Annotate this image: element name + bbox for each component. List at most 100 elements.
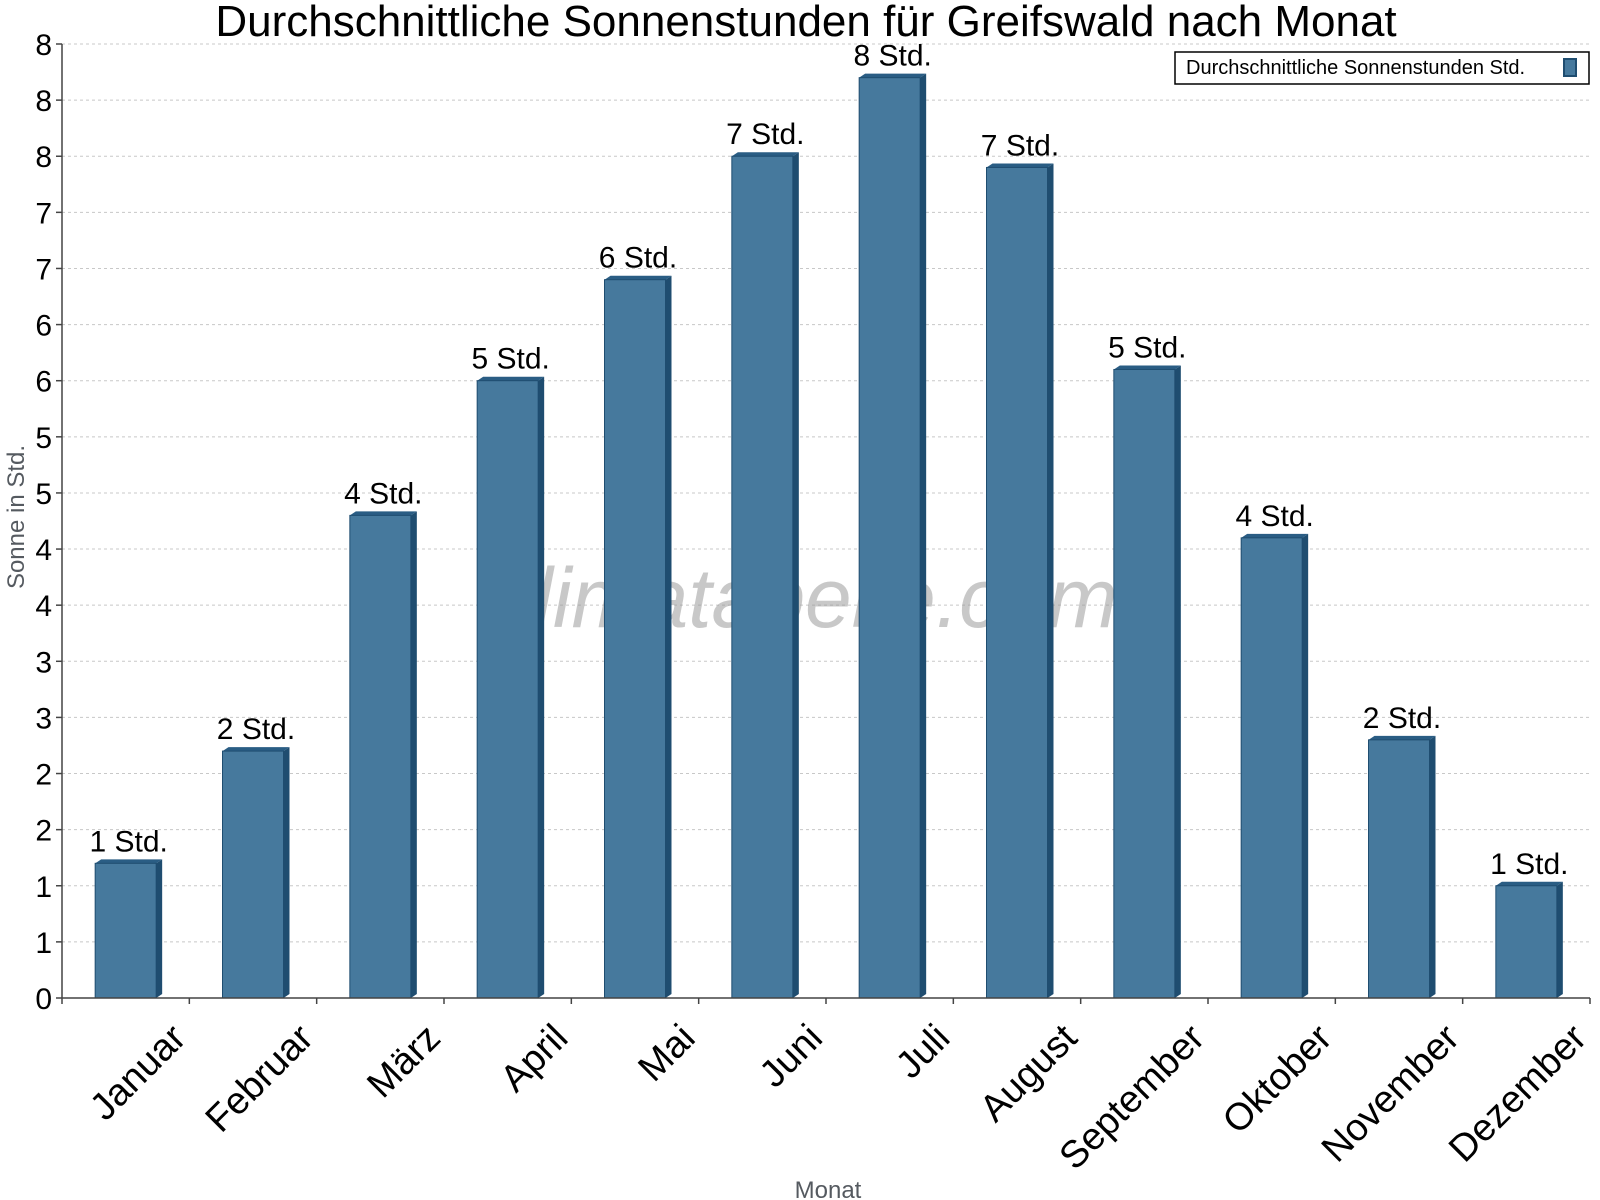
bar-0 xyxy=(94,859,163,999)
bar-side xyxy=(1174,365,1181,998)
bar-side xyxy=(156,859,163,998)
data-label: 7 Std. xyxy=(981,129,1059,162)
y-tick-label: 4 xyxy=(35,534,52,567)
bar-side xyxy=(665,275,672,999)
y-tick-label: 8 xyxy=(35,85,52,118)
bar-1 xyxy=(222,747,290,999)
bar-top xyxy=(1241,533,1309,538)
data-labels: 1 Std. 2 Std. 4 Std. 5 Std. 6 Std. 7 Std. 8 St… xyxy=(89,40,1568,881)
bar-top xyxy=(349,511,417,516)
bar-front xyxy=(858,77,921,999)
x-tick-label: August xyxy=(972,1017,1086,1131)
bar-6 xyxy=(858,73,927,999)
x-tick-label: Mai xyxy=(631,1017,704,1090)
legend: Durchschnittliche Sonnenstunden Std. xyxy=(1174,51,1590,85)
bar-top xyxy=(604,275,672,280)
x-tick-label: November xyxy=(1314,1017,1468,1171)
gridlines xyxy=(62,43,1590,943)
x-tick-label: März xyxy=(359,1017,448,1106)
bar-side xyxy=(1556,881,1563,998)
y-tick-label: 3 xyxy=(35,646,52,679)
bars xyxy=(94,73,1563,999)
x-tick-label: Juni xyxy=(752,1017,831,1096)
chart-title: Durchschnittliche Sonnenstunden für Grei… xyxy=(215,0,1396,46)
bar-side xyxy=(410,511,417,998)
x-tick-labels: Januar Februar März April Mai Juni Juli AugustS… xyxy=(82,1017,1595,1178)
y-tick-label: 5 xyxy=(35,478,52,511)
y-tick-label: 6 xyxy=(35,310,52,343)
bar-front xyxy=(1495,885,1558,999)
data-label: 2 Std. xyxy=(1363,702,1441,735)
bar-side xyxy=(920,73,927,998)
y-tick-label: 8 xyxy=(35,29,52,62)
bar-front xyxy=(1368,739,1430,999)
legend-label: Durchschnittliche Sonnenstunden Std. xyxy=(1186,57,1525,79)
bar-5 xyxy=(731,152,799,999)
y-tick-label: 7 xyxy=(35,253,52,286)
legend-swatch xyxy=(1563,58,1577,77)
y-tick-label: 0 xyxy=(35,983,52,1016)
bar-side xyxy=(1429,735,1436,998)
data-label: 5 Std. xyxy=(1108,331,1186,364)
x-tick-label: Juli xyxy=(888,1017,958,1087)
bar-side xyxy=(1302,533,1309,998)
bar-11 xyxy=(1495,881,1563,999)
bar-front xyxy=(986,166,1048,999)
bar-7 xyxy=(986,163,1054,999)
data-label: 7 Std. xyxy=(726,118,804,151)
bar-side xyxy=(1047,163,1054,999)
bar-2 xyxy=(349,511,417,999)
y-tick-label: 6 xyxy=(35,366,52,399)
data-label: 1 Std. xyxy=(89,825,167,858)
y-tick-label: 2 xyxy=(35,815,52,848)
bar-4 xyxy=(604,275,672,999)
x-tick-label: April xyxy=(493,1017,576,1100)
y-tick-label: 1 xyxy=(35,871,52,904)
bar-top xyxy=(477,376,545,381)
y-tick-label: 4 xyxy=(35,590,52,623)
bar-top xyxy=(1113,365,1181,370)
x-axis-label: Monat xyxy=(795,1177,862,1200)
bar-front xyxy=(1113,368,1176,999)
x-tick-label: Februar xyxy=(198,1017,322,1141)
bar-top xyxy=(986,163,1054,168)
data-label: 1 Std. xyxy=(1490,848,1568,881)
axes xyxy=(56,43,1591,1004)
data-label: 5 Std. xyxy=(471,343,549,376)
data-label: 2 Std. xyxy=(217,713,295,746)
bar-front xyxy=(604,279,666,999)
bar-8 xyxy=(1113,365,1181,999)
bar-9 xyxy=(1240,533,1309,999)
bar-front xyxy=(349,514,412,999)
bar-top xyxy=(222,747,290,752)
y-tick-labels: 0 1 1 2 2 3 3 4 4 5 5 6 6 7 7 8 8 8 xyxy=(35,29,52,1016)
y-tick-label: 3 xyxy=(35,702,52,735)
bar-top xyxy=(1495,881,1563,886)
bar-side xyxy=(792,152,799,998)
y-tick-label: 5 xyxy=(35,422,52,455)
bar-10 xyxy=(1368,735,1436,999)
bar-top xyxy=(859,73,927,78)
bar-top xyxy=(1368,735,1436,740)
x-tick-label: Dezember xyxy=(1441,1017,1595,1171)
data-label: 8 Std. xyxy=(853,40,931,73)
bar-front xyxy=(222,750,284,999)
x-tick-label: Januar xyxy=(82,1017,194,1129)
bar-top xyxy=(731,152,799,157)
x-tick-label: Oktober xyxy=(1215,1017,1341,1143)
data-label: 6 Std. xyxy=(599,242,677,275)
bar-front xyxy=(94,862,157,999)
y-axis-label: Sonne in Std. xyxy=(3,445,30,589)
data-label: 4 Std. xyxy=(344,477,422,510)
bar-side xyxy=(283,747,290,998)
y-tick-label: 1 xyxy=(35,927,52,960)
bar-3 xyxy=(476,376,545,999)
y-tick-label: 7 xyxy=(35,197,52,230)
bar-front xyxy=(1240,537,1303,999)
legend-box xyxy=(1174,51,1590,85)
bar-front xyxy=(731,155,794,999)
bar-front xyxy=(476,380,539,999)
y-tick-label: 8 xyxy=(35,141,52,174)
bar-side xyxy=(538,376,545,998)
